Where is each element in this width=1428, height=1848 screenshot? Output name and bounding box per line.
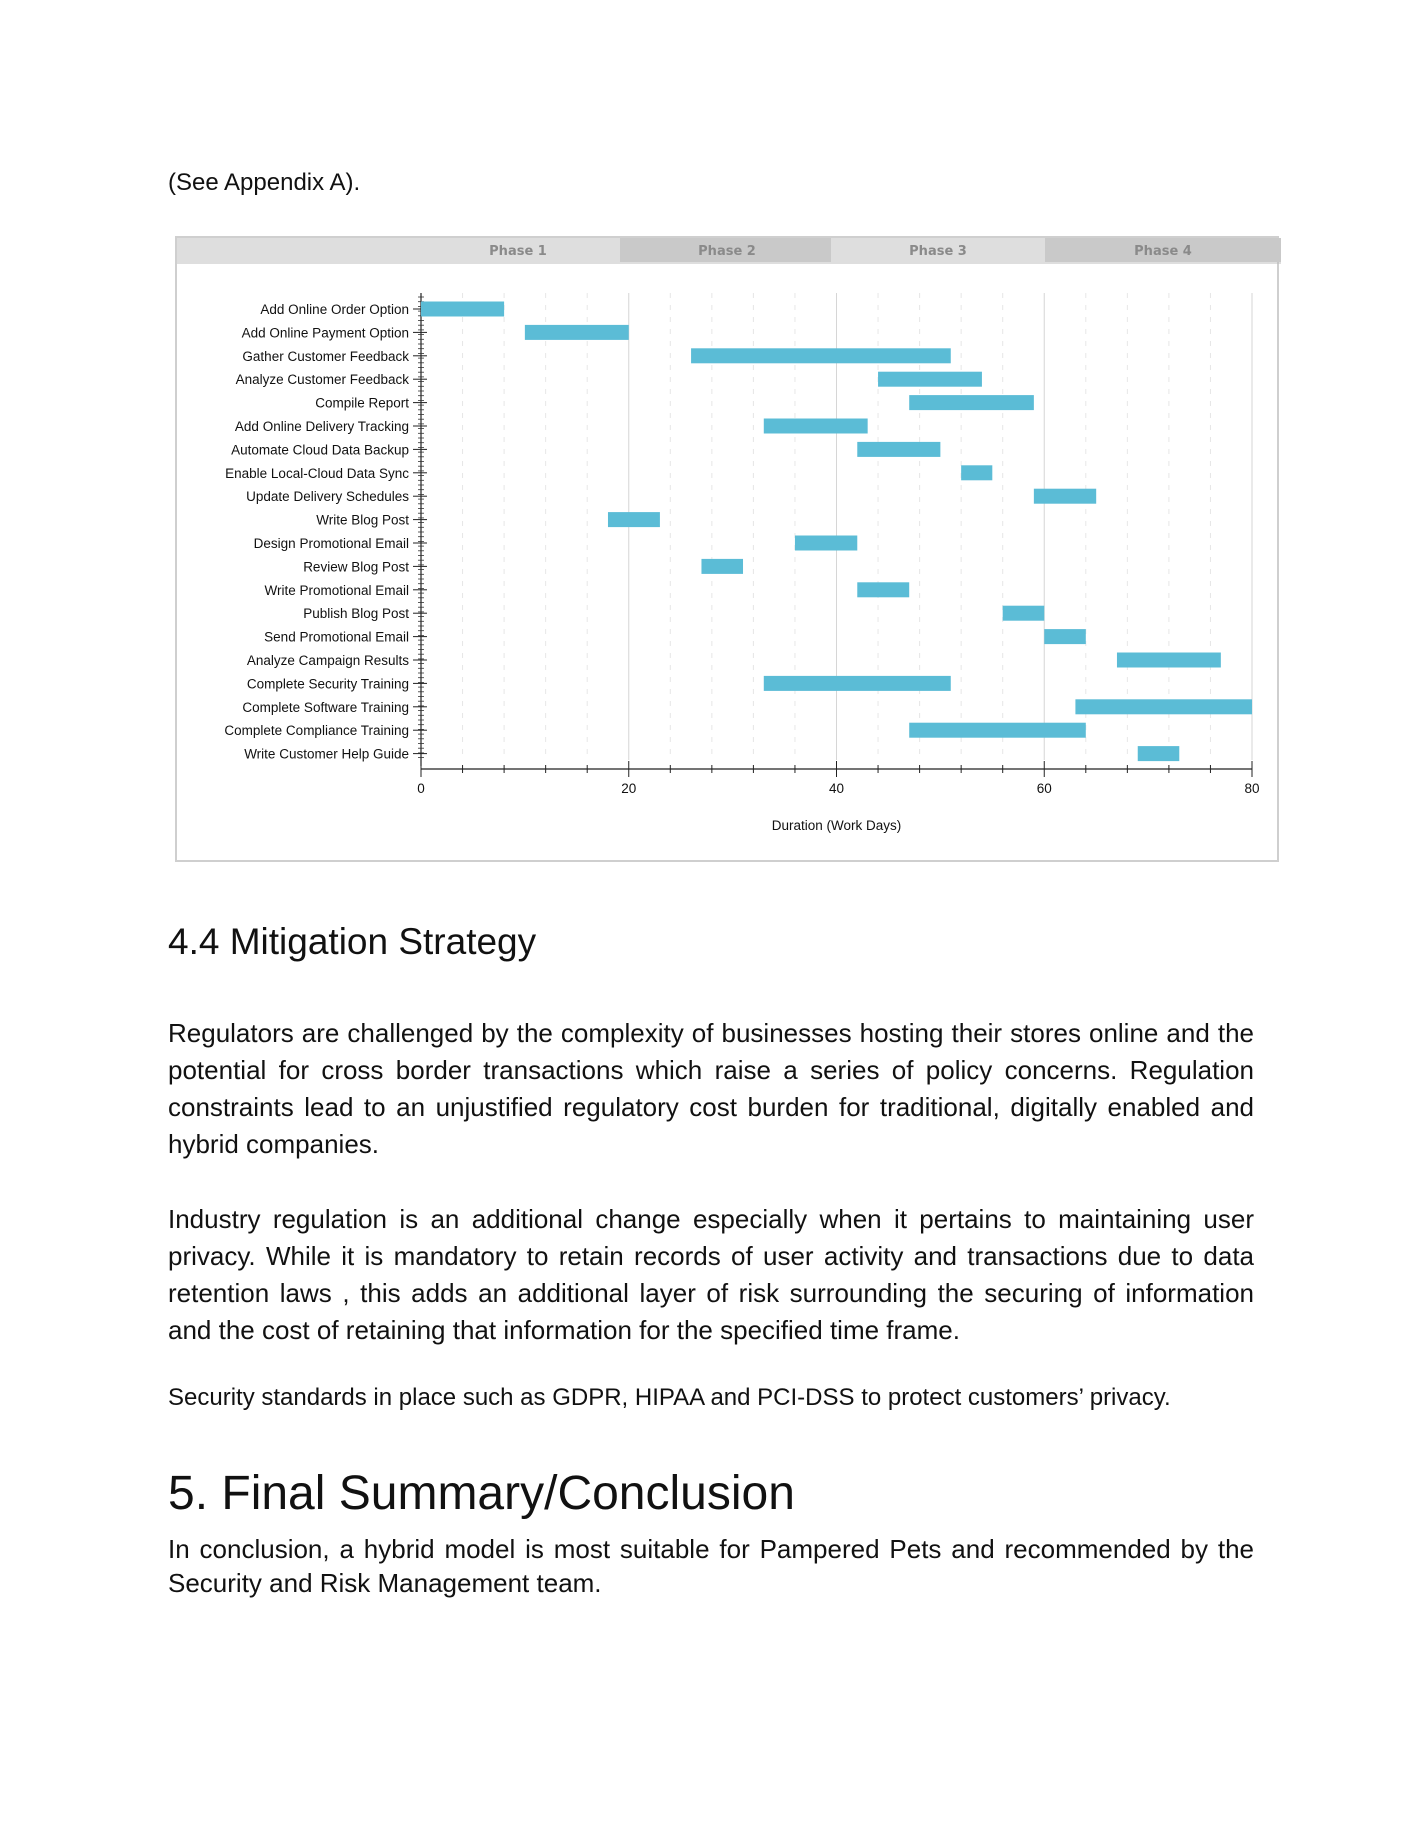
task-label: Analyze Campaign Results	[247, 653, 409, 668]
task-label: Complete Software Training	[242, 700, 409, 715]
appendix-reference: (See Appendix A).	[168, 169, 361, 196]
task-label: Review Blog Post	[303, 559, 409, 574]
task-bar	[607, 512, 660, 528]
task-label: Add Online Delivery Tracking	[235, 419, 409, 434]
task-bar	[1116, 652, 1221, 668]
x-tick-label: 60	[1037, 781, 1052, 796]
phase-header-4	[1045, 238, 1281, 262]
phase-label-1: Phase 1	[489, 244, 547, 259]
task-label: Publish Blog Post	[303, 606, 409, 621]
task-label: Add Online Payment Option	[242, 325, 409, 340]
task-bar	[857, 582, 910, 598]
task-bar	[1137, 746, 1180, 762]
phase-header-2	[620, 238, 831, 262]
task-bar	[794, 535, 858, 551]
task-label: Write Blog Post	[316, 513, 409, 528]
task-label: Complete Security Training	[247, 676, 409, 691]
task-label: Automate Cloud Data Backup	[231, 442, 409, 457]
task-label: Update Delivery Schedules	[246, 489, 409, 504]
phase-header-1	[177, 238, 620, 262]
task-bar	[1002, 605, 1045, 621]
gantt-chart: Phase 1 Phase 2 Phase 3 Phase 4 Add Online O…	[175, 236, 1281, 862]
phase-label-2: Phase 2	[698, 244, 756, 259]
conclusion-heading: 5. Final Summary/Conclusion	[168, 1467, 795, 1520]
task-bar	[1075, 699, 1252, 715]
task-bar	[524, 324, 629, 340]
mitigation-paragraph-1: Regulators are challenged by the complex…	[168, 1018, 1254, 1159]
x-tick-label: 40	[829, 781, 844, 796]
mitigation-heading: 4.4 Mitigation Strategy	[168, 921, 537, 962]
task-label: Analyze Customer Feedback	[236, 372, 410, 387]
task-bar	[878, 371, 982, 387]
task-bar	[763, 418, 868, 434]
task-label: Add Online Order Option	[260, 302, 409, 317]
task-label: Complete Compliance Training	[224, 723, 409, 738]
task-label: Write Promotional Email	[264, 583, 409, 598]
conclusion-paragraph: In conclusion, a hybrid model is most su…	[168, 1534, 1254, 1598]
task-bar	[857, 441, 941, 457]
task-label: Write Customer Help Guide	[244, 747, 409, 762]
task-bar	[1044, 629, 1086, 645]
x-tick-label: 20	[621, 781, 636, 796]
x-tick-label: 0	[417, 781, 425, 796]
task-label: Gather Customer Feedback	[242, 349, 409, 364]
task-bar	[701, 558, 744, 574]
mitigation-paragraph-2: Industry regulation is an additional cha…	[168, 1204, 1254, 1345]
x-axis-title: Duration (Work Days)	[772, 818, 902, 833]
phase-label-4: Phase 4	[1134, 244, 1192, 259]
task-bar	[763, 675, 951, 691]
task-bar	[421, 301, 505, 317]
task-bar	[961, 465, 993, 481]
phase-header-3	[831, 238, 1045, 262]
task-bar	[909, 395, 1034, 411]
x-tick-label: 80	[1244, 781, 1259, 796]
gantt-chart-svg: Phase 1 Phase 2 Phase 3 Phase 4 Add Online O…	[177, 238, 1281, 833]
task-label: Send Promotional Email	[264, 630, 409, 645]
task-label: Compile Report	[315, 396, 409, 411]
mitigation-paragraph-3: Security standards in place such as GDPR…	[168, 1384, 1171, 1411]
task-label: Design Promotional Email	[254, 536, 409, 551]
task-bar	[691, 348, 951, 364]
task-bar	[909, 722, 1086, 738]
phase-label-3: Phase 3	[909, 244, 967, 259]
task-label: Enable Local-Cloud Data Sync	[225, 466, 409, 481]
task-bar	[1033, 488, 1097, 504]
